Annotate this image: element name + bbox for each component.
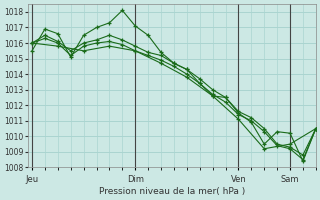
X-axis label: Pression niveau de la mer( hPa ): Pression niveau de la mer( hPa ) (99, 187, 245, 196)
